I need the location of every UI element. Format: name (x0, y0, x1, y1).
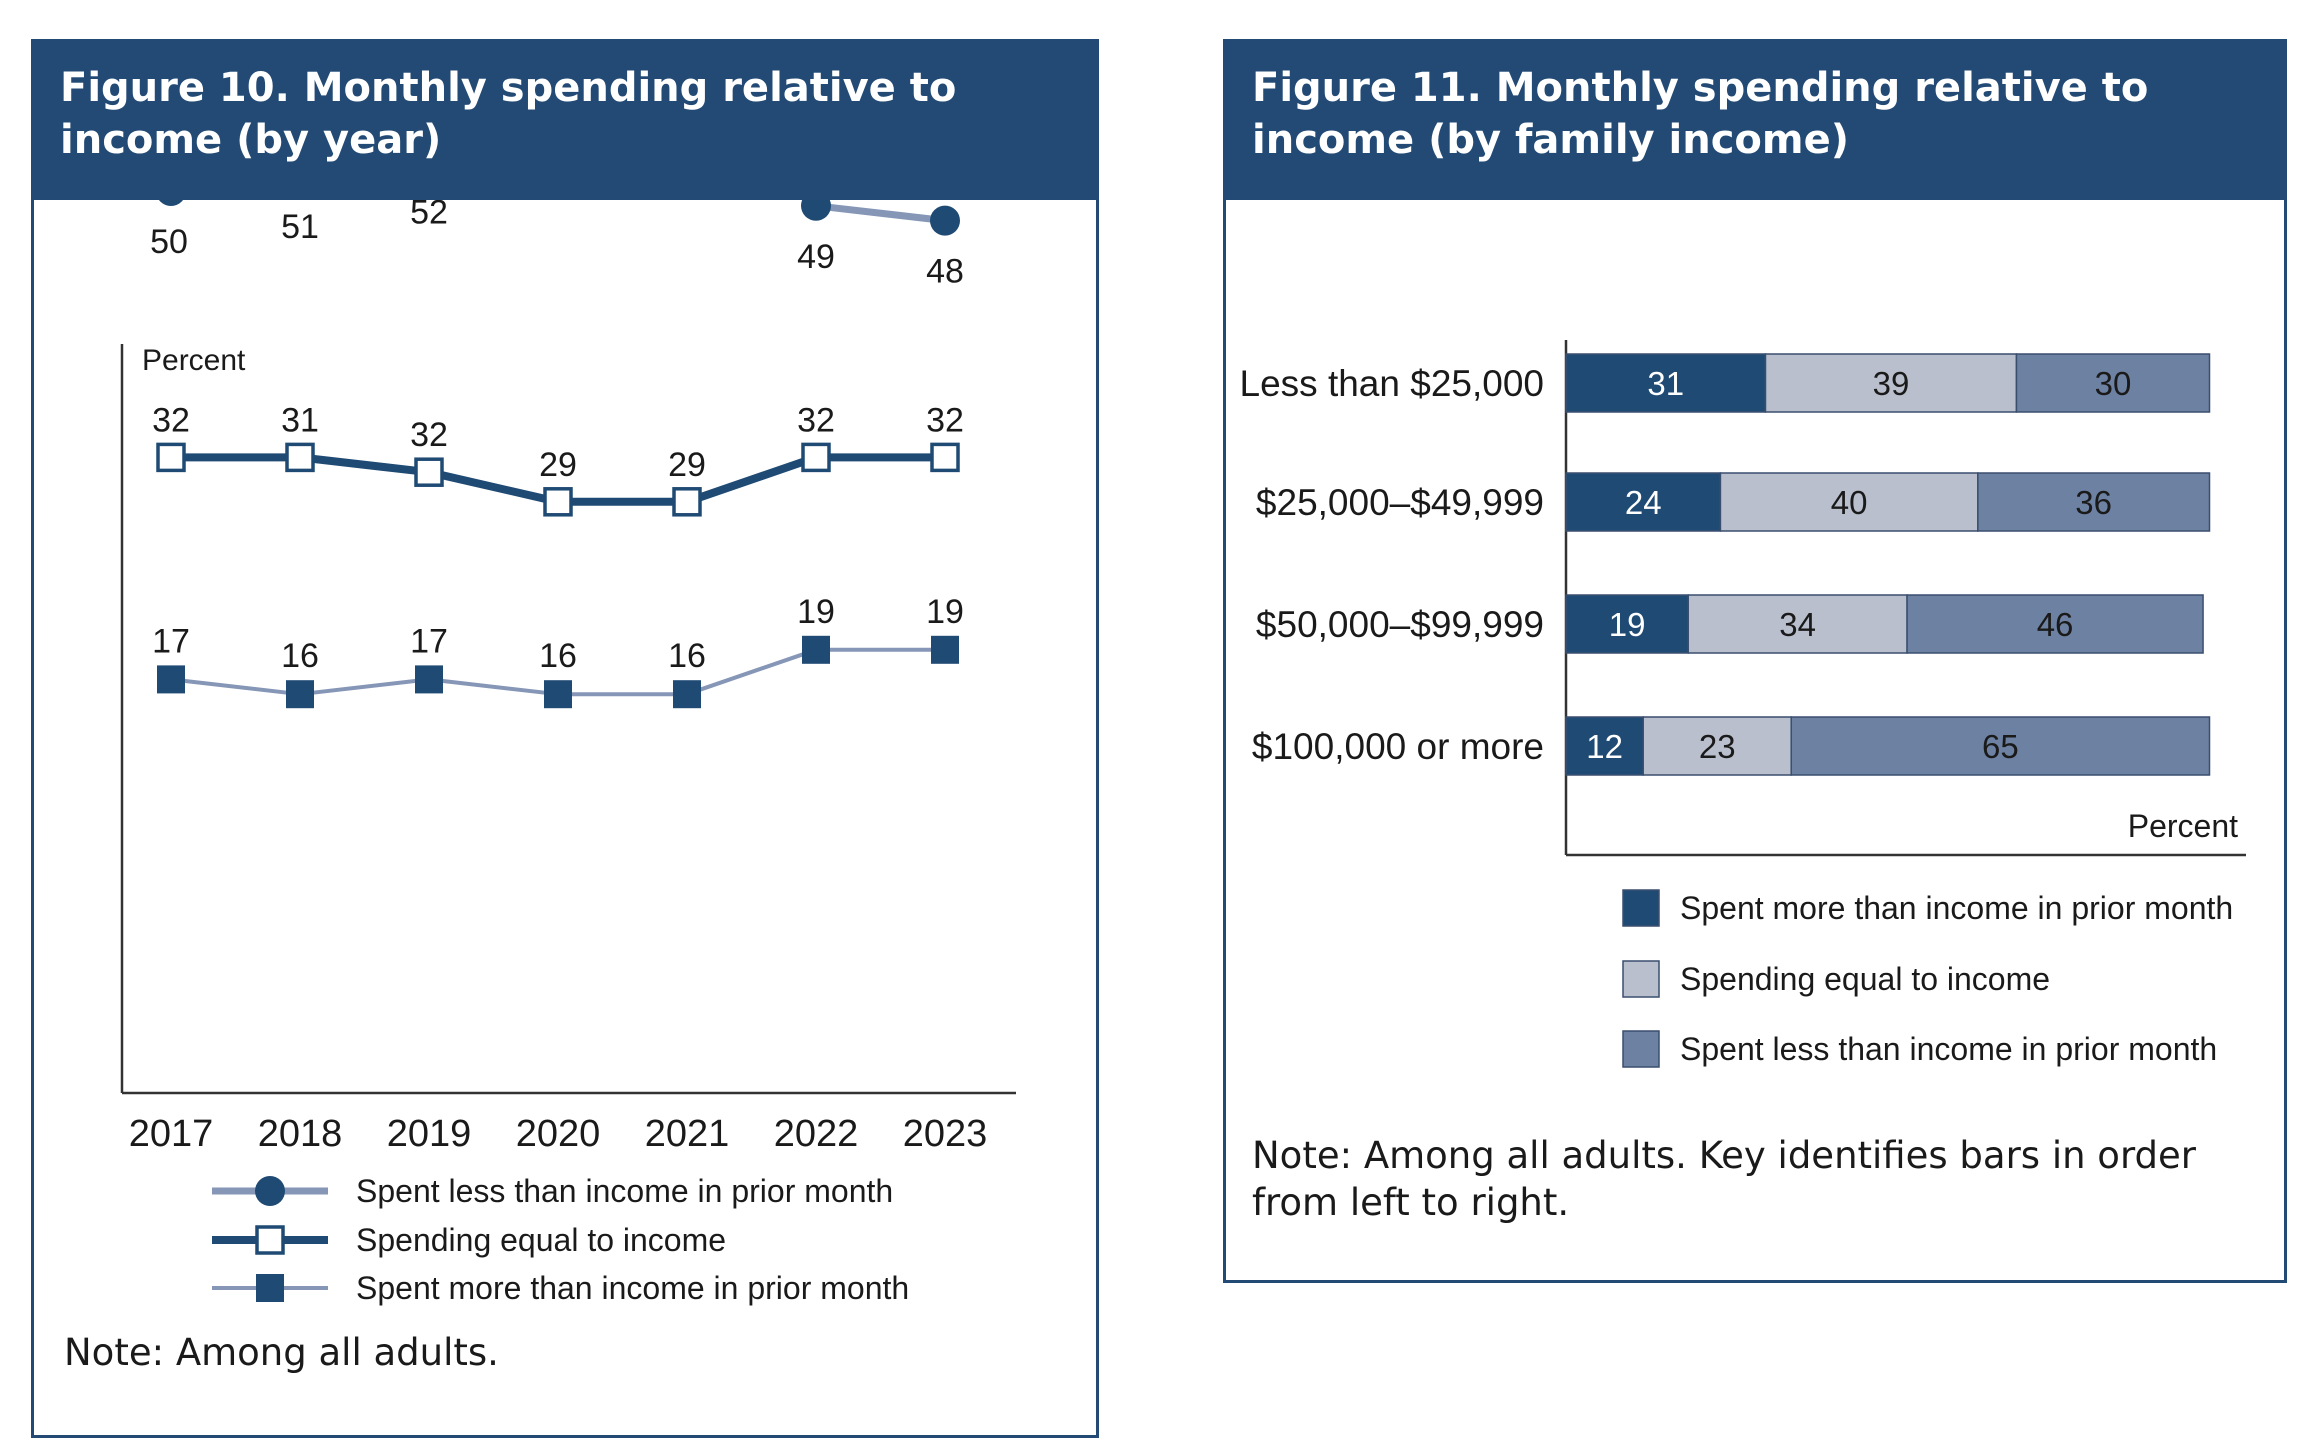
figure-11-bar-chart: Percent Less than $25,000 31 39 30 $25,000–$4… (1240, 340, 2246, 1068)
category-label: $25,000–$49,999 (1256, 482, 1544, 523)
figure-10-panel: Figure 10. Monthly spending relative to … (31, 39, 1099, 1438)
figure-10-line-chart: Percent 2017 2018 2019 2020 2021 2022 2023 50 51 5… (120, 200, 1016, 1306)
data-label: 32 (410, 416, 448, 454)
legend-label: Spent less than income in prior month (1680, 1031, 2217, 1067)
legend-swatch (1622, 889, 1660, 927)
category-label: $100,000 or more (1252, 726, 1544, 767)
bar-value-label: 65 (1982, 728, 2019, 765)
data-label: 29 (668, 446, 706, 484)
data-point (543, 487, 573, 517)
data-point (931, 635, 959, 664)
data-label: 50 (150, 223, 188, 261)
x-tick-label: 2020 (516, 1113, 601, 1155)
x-tick-label: 2019 (387, 1113, 472, 1155)
bar-value-label: 46 (2037, 606, 2074, 643)
bar-value-label: 31 (1647, 365, 1684, 402)
data-label: 16 (668, 637, 706, 675)
data-point (156, 442, 186, 473)
data-point (544, 680, 572, 709)
x-tick-label: 2022 (774, 1113, 859, 1155)
figure-10-header: Figure 10. Monthly spending relative to … (34, 42, 1096, 200)
bar-segment (2015, 353, 2211, 413)
data-point (159, 200, 183, 206)
x-axis-label: Percent (2128, 808, 2238, 844)
data-point (672, 487, 702, 517)
category-label: Less than $25,000 (1240, 363, 1544, 404)
bar-value-label: 40 (1831, 484, 1868, 521)
data-point (285, 442, 315, 473)
bar-segment (1790, 716, 2211, 776)
bar-value-label: 39 (1873, 365, 1910, 402)
data-point (157, 665, 185, 694)
data-point (415, 665, 443, 694)
bar-segment (1977, 472, 2211, 532)
figure-11-title: Figure 11. Monthly spending relative to … (1252, 65, 2149, 163)
data-label: 19 (926, 593, 964, 631)
data-point (673, 680, 701, 709)
bar-segment (1687, 594, 1908, 654)
figure-10-title: Figure 10. Monthly spending relative to … (60, 65, 957, 163)
data-label: 16 (539, 637, 577, 675)
legend-marker (255, 1225, 285, 1255)
data-label: 32 (797, 401, 835, 439)
bar-value-label: 12 (1586, 728, 1623, 765)
data-label: 31 (281, 401, 319, 439)
category-label: $50,000–$99,999 (1256, 604, 1544, 645)
legend-label: Spending equal to income (1680, 961, 2050, 997)
data-label: 49 (797, 238, 835, 276)
data-label: 51 (281, 208, 319, 246)
data-point (930, 442, 960, 473)
data-point (801, 200, 831, 221)
data-label: 16 (281, 637, 319, 675)
legend-label: Spent less than income in prior month (356, 1173, 893, 1209)
legend-label: Spending equal to income (356, 1222, 726, 1258)
x-tick-label: 2021 (645, 1113, 730, 1155)
data-label: 52 (410, 200, 448, 231)
bar-segment (1565, 472, 1722, 532)
data-label: 48 (926, 253, 964, 291)
figure-10-note: Note: Among all adults. (64, 1331, 499, 1374)
bar-value-label: 30 (2095, 365, 2132, 402)
x-tick-label: 2023 (903, 1113, 988, 1155)
bar-value-label: 36 (2075, 484, 2112, 521)
data-point (930, 205, 960, 236)
legend-label: Spent more than income in prior month (356, 1270, 909, 1306)
data-label: 32 (926, 401, 964, 439)
data-label: 19 (797, 593, 835, 631)
bar-value-label: 19 (1609, 606, 1646, 643)
bar-segment (1565, 353, 1767, 413)
data-label: 32 (152, 401, 190, 439)
bar-value-label: 23 (1699, 728, 1736, 765)
x-tick-label: 2018 (258, 1113, 343, 1155)
legend-swatch (1622, 960, 1660, 998)
data-point (414, 457, 444, 487)
bar-segment (1764, 353, 2018, 413)
figure-11-header: Figure 11. Monthly spending relative to … (1226, 42, 2284, 200)
y-axis-label: Percent (142, 344, 246, 377)
bar-value-label: 34 (1779, 606, 1816, 643)
data-label: 29 (539, 446, 577, 484)
figure-11-note: Note: Among all adults. Key identifies b… (1252, 1134, 2196, 1224)
data-label: 17 (152, 622, 190, 660)
bar-segment (1906, 594, 2204, 654)
x-tick-label: 2017 (129, 1113, 214, 1155)
legend-label: Spent more than income in prior month (1680, 890, 2233, 926)
legend-marker (255, 1176, 285, 1206)
bar-segment (1565, 716, 1644, 776)
figure-11-panel: Figure 11. Monthly spending relative to … (1223, 39, 2287, 1283)
data-label: 17 (410, 622, 448, 660)
bar-segment (1719, 472, 1979, 532)
data-point (801, 442, 831, 473)
legend-marker (256, 1274, 284, 1302)
data-point (802, 635, 830, 664)
bar-value-label: 24 (1625, 484, 1662, 521)
legend-swatch (1622, 1030, 1660, 1068)
data-point (286, 680, 314, 709)
